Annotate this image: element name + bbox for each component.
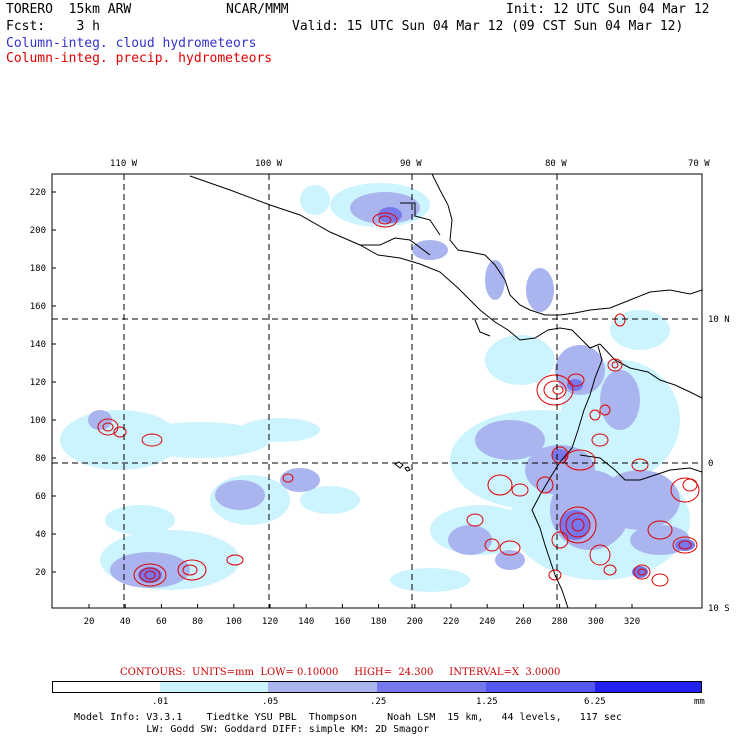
- x-tick-label: 20: [84, 617, 95, 627]
- lon-label-80w: 80 W: [545, 159, 567, 169]
- map-frame: [51, 173, 703, 609]
- x-tick-label: 60: [156, 617, 167, 627]
- model-info-line1: Model Info: V3.3.1 Tiedtke YSU PBL Thomp…: [74, 712, 622, 723]
- x-axis: 20 40 60 80 100 120 140 160 180 200 220 240 260 280 30…: [84, 604, 640, 627]
- lat-label-10n: 10 N: [708, 315, 730, 325]
- x-tick-label: 240: [479, 617, 495, 627]
- forecast-hour: Fcst: 3 h: [6, 19, 100, 34]
- y-tick-label: 220: [30, 188, 46, 198]
- precip-contours: [97, 212, 700, 587]
- y-tick-label: 20: [35, 568, 46, 578]
- color-tick-4: 6.25: [584, 697, 606, 707]
- x-tick-label: 140: [298, 617, 314, 627]
- field-cloud-label: Column-integ. cloud hydrometeors: [6, 36, 257, 51]
- color-bin-2: [268, 682, 377, 692]
- model-info-line2: LW: Godd SW: Goddard DIFF: simple KM: 2D…: [74, 724, 430, 735]
- contour-legend: CONTOURS: UNITS=mm LOW= 0.10000 HIGH= 24…: [120, 667, 561, 678]
- graticule: [52, 174, 702, 608]
- color-tick-0: .01: [152, 697, 169, 707]
- color-unit: mm: [694, 697, 705, 707]
- x-tick-label: 80: [192, 617, 203, 627]
- y-tick-label: 40: [35, 530, 46, 540]
- color-bin-5: [595, 682, 701, 692]
- x-tick-label: 120: [262, 617, 278, 627]
- color-tick-1: .05: [262, 697, 279, 707]
- model-title: TORERO 15km ARW: [6, 2, 132, 17]
- cloud-shading: [60, 183, 695, 592]
- y-tick-label: 200: [30, 226, 46, 236]
- coastlines: [189, 174, 702, 608]
- color-bin-4: [486, 682, 595, 692]
- x-tick-label: 100: [226, 617, 242, 627]
- color-tick-2: .25: [370, 697, 387, 707]
- y-tick-label: 140: [30, 340, 46, 350]
- init-time: Init: 12 UTC Sun 04 Mar 12: [506, 2, 710, 17]
- x-tick-label: 220: [443, 617, 459, 627]
- y-tick-label: 100: [30, 416, 46, 426]
- y-tick-label: 160: [30, 302, 46, 312]
- valid-time: Valid: 15 UTC Sun 04 Mar 12 (09 CST Sun …: [292, 19, 684, 34]
- lon-label-90w: 90 W: [400, 159, 422, 169]
- x-tick-label: 40: [120, 617, 131, 627]
- field-precip-label: Column-integ. precip. hydrometeors: [6, 51, 273, 66]
- org-label: NCAR/MMM: [226, 2, 289, 17]
- y-tick-label: 180: [30, 264, 46, 274]
- x-tick-label: 260: [515, 617, 531, 627]
- lon-label-70w: 70 W: [688, 159, 710, 169]
- color-bin-1: [160, 682, 268, 692]
- color-bar: [52, 681, 702, 693]
- y-axis: 220 200 180 160 140 120 100 80 60 40 20: [30, 188, 56, 578]
- y-tick-label: 60: [35, 492, 46, 502]
- lon-label-110w: 110 W: [110, 159, 138, 169]
- x-tick-label: 320: [624, 617, 640, 627]
- color-tick-3: 1.25: [476, 697, 498, 707]
- color-bin-3: [377, 682, 486, 692]
- lon-label-100w: 100 W: [255, 159, 283, 169]
- x-tick-label: 160: [334, 617, 350, 627]
- x-tick-label: 180: [370, 617, 386, 627]
- y-tick-label: 80: [35, 454, 46, 464]
- color-bin-0: [53, 682, 160, 692]
- x-tick-label: 280: [551, 617, 567, 627]
- x-tick-label: 300: [588, 617, 604, 627]
- x-tick-label: 200: [407, 617, 423, 627]
- y-tick-label: 120: [30, 378, 46, 388]
- lat-label-10s: 10 S: [708, 604, 730, 614]
- lat-label-0: 0: [708, 459, 713, 469]
